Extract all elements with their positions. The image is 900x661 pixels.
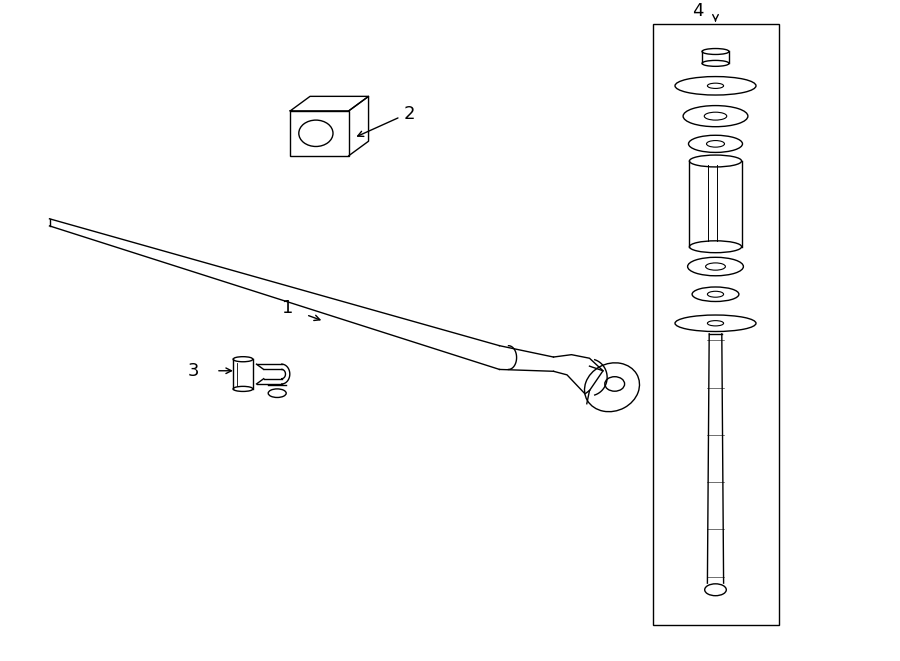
Ellipse shape	[675, 77, 756, 95]
Ellipse shape	[707, 292, 724, 297]
Bar	[652, 24, 778, 625]
Ellipse shape	[675, 315, 756, 332]
Ellipse shape	[233, 387, 253, 391]
Text: 3: 3	[188, 362, 199, 380]
Text: 4: 4	[692, 2, 703, 20]
Ellipse shape	[688, 136, 742, 153]
Ellipse shape	[233, 357, 253, 362]
Ellipse shape	[688, 257, 743, 276]
Ellipse shape	[702, 48, 729, 54]
Ellipse shape	[692, 287, 739, 301]
Ellipse shape	[706, 263, 725, 270]
Text: 2: 2	[404, 104, 415, 122]
Ellipse shape	[683, 106, 748, 127]
Text: 1: 1	[283, 299, 293, 317]
Ellipse shape	[702, 60, 729, 66]
Ellipse shape	[707, 321, 724, 326]
Ellipse shape	[707, 83, 724, 89]
Ellipse shape	[704, 112, 726, 120]
Ellipse shape	[689, 241, 742, 253]
Ellipse shape	[689, 155, 742, 167]
Ellipse shape	[705, 584, 726, 596]
Bar	[290, 111, 349, 156]
Ellipse shape	[706, 141, 724, 147]
